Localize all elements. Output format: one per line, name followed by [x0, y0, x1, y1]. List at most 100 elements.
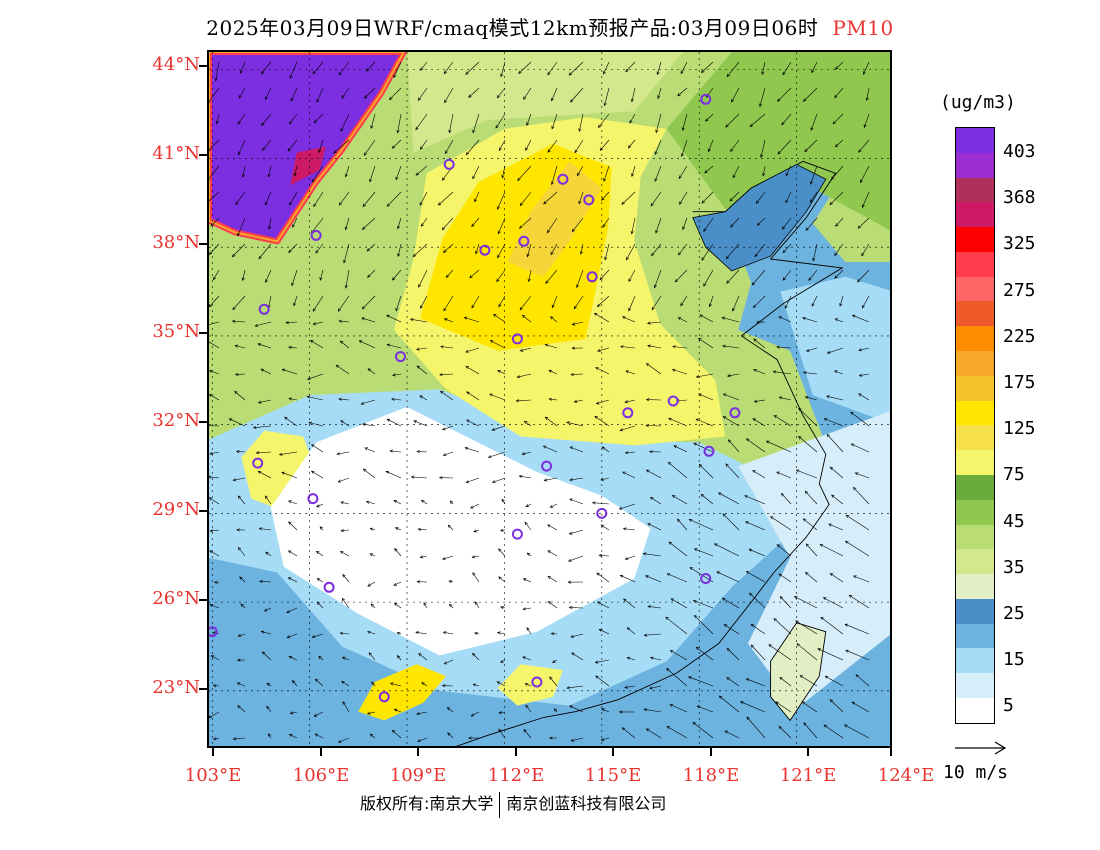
wind-arrowhead — [415, 126, 419, 131]
wind-vector — [474, 191, 480, 202]
wind-vector — [571, 737, 584, 742]
wind-arrowhead — [802, 98, 807, 102]
wind-vector — [666, 726, 688, 739]
wind-vector — [858, 393, 870, 401]
wind-arrowhead — [854, 472, 859, 476]
wind-vector — [447, 707, 454, 713]
wind-vector — [545, 269, 558, 284]
lon-label-118: 118°E — [682, 765, 740, 786]
wind-vector — [339, 191, 350, 206]
wind-arrowhead — [261, 122, 265, 127]
wind-arrowhead — [568, 72, 573, 76]
wind-vector — [831, 494, 844, 505]
wind-arrowhead — [232, 737, 237, 741]
wind-vector — [798, 436, 818, 453]
wind-arrowhead — [438, 476, 443, 480]
map-frame[interactable] — [207, 50, 892, 748]
wind-arrowhead — [389, 682, 394, 686]
wind-vector — [810, 165, 818, 185]
wind-arrowhead — [521, 452, 526, 456]
wind-vector — [362, 423, 376, 427]
wind-arrowhead — [695, 646, 700, 651]
wind-arrowhead — [812, 257, 816, 262]
wind-arrowhead — [601, 446, 606, 450]
wind-vector — [846, 515, 870, 531]
wind-arrowhead — [834, 318, 839, 322]
wind-vector — [516, 399, 532, 402]
city-marker — [531, 676, 543, 688]
wind-vector — [474, 601, 480, 609]
wind-arrowhead — [681, 127, 685, 131]
wind-vector — [238, 87, 246, 99]
wind-vector — [420, 295, 428, 309]
wind-vector — [819, 544, 844, 557]
city-marker — [700, 93, 712, 105]
wind-vector — [795, 620, 818, 635]
wind-arrowhead — [209, 101, 211, 104]
wind-arrowhead — [364, 447, 369, 451]
wind-arrowhead — [448, 129, 452, 134]
wind-arrowhead — [708, 303, 712, 308]
colorbar-label: 15 — [1003, 649, 1025, 671]
wind-vector — [601, 191, 610, 201]
wind-vector — [420, 555, 428, 558]
wind-vector — [525, 139, 532, 151]
wind-arrowhead — [713, 543, 718, 547]
wind-arrowhead — [367, 583, 371, 587]
wind-arrowhead — [489, 340, 494, 344]
wind-vector — [654, 269, 662, 288]
wind-arrowhead — [746, 716, 750, 720]
pm10-map[interactable] — [209, 52, 892, 748]
wind-arrowhead — [629, 119, 633, 124]
wind-arrowhead — [844, 540, 849, 544]
wind-arrowhead — [209, 369, 213, 373]
wind-reference-arrow — [953, 738, 1013, 762]
wind-arrowhead — [858, 149, 862, 153]
wind-vector — [209, 341, 220, 349]
wind-vector — [698, 393, 714, 401]
colorbar-segment — [956, 450, 994, 475]
wind-vector — [627, 657, 636, 661]
wind-arrowhead — [543, 478, 548, 482]
wind-arrowhead — [391, 397, 395, 401]
wind-arrowhead — [421, 682, 425, 686]
wind-vector — [803, 87, 818, 102]
wind-arrowhead — [491, 480, 496, 484]
lat-label-32: 32°N — [152, 410, 200, 431]
wind-vector — [370, 528, 376, 531]
wind-vector — [313, 191, 324, 207]
wind-vector — [825, 675, 844, 687]
wind-vector — [545, 344, 558, 349]
wind-arrowhead — [466, 419, 470, 423]
wind-vector — [492, 477, 506, 483]
wind-arrowhead — [727, 374, 731, 378]
wind-arrowhead — [553, 708, 558, 712]
wind-arrowhead — [341, 95, 345, 99]
wind-arrowhead — [722, 393, 727, 397]
wind-vector — [657, 87, 662, 99]
wind-vector — [417, 451, 428, 453]
wind-arrowhead — [278, 452, 283, 456]
wind-vector — [543, 445, 558, 453]
wind-arrowhead — [695, 375, 700, 379]
wind-vector — [313, 711, 324, 717]
wind-arrowhead — [396, 129, 400, 134]
wind-arrowhead — [338, 202, 343, 206]
wind-vector — [773, 371, 792, 375]
wind-vector — [209, 476, 220, 479]
wind-vector — [646, 469, 662, 479]
wind-vector — [393, 581, 402, 586]
wind-arrowhead — [209, 393, 213, 397]
wind-arrowhead — [834, 143, 839, 148]
wind-vector — [392, 730, 402, 739]
wind-arrowhead — [825, 395, 830, 399]
wind-vector — [336, 451, 350, 455]
wind-vector — [438, 191, 454, 206]
wind-arrowhead — [472, 129, 476, 134]
wind-vector — [601, 708, 610, 713]
wind-arrowhead — [725, 124, 729, 128]
wind-arrowhead — [496, 681, 501, 685]
wind-arrowhead — [547, 149, 551, 153]
wind-vector — [287, 139, 298, 152]
wind-arrowhead — [726, 677, 730, 681]
